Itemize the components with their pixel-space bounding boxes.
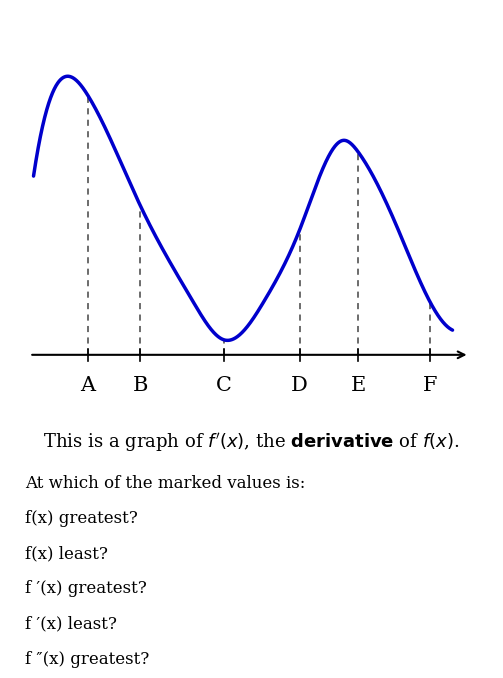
Text: D: D — [291, 376, 308, 395]
Text: F: F — [423, 376, 437, 395]
Text: f ″(x) greatest?: f ″(x) greatest? — [25, 651, 149, 668]
Text: f(x) greatest?: f(x) greatest? — [25, 510, 138, 527]
Text: f ′(x) least?: f ′(x) least? — [25, 616, 117, 633]
Text: E: E — [351, 376, 366, 395]
Text: f(x) least?: f(x) least? — [25, 545, 108, 562]
Text: f ′(x) greatest?: f ′(x) greatest? — [25, 580, 147, 597]
Text: At which of the marked values is:: At which of the marked values is: — [25, 475, 305, 492]
Text: B: B — [133, 376, 148, 395]
Text: This is a graph of $f'(x)$, the $\bf{derivative}$ of $f(x)$.: This is a graph of $f'(x)$, the $\bf{der… — [43, 431, 460, 454]
Text: C: C — [216, 376, 232, 395]
Text: A: A — [80, 376, 96, 395]
